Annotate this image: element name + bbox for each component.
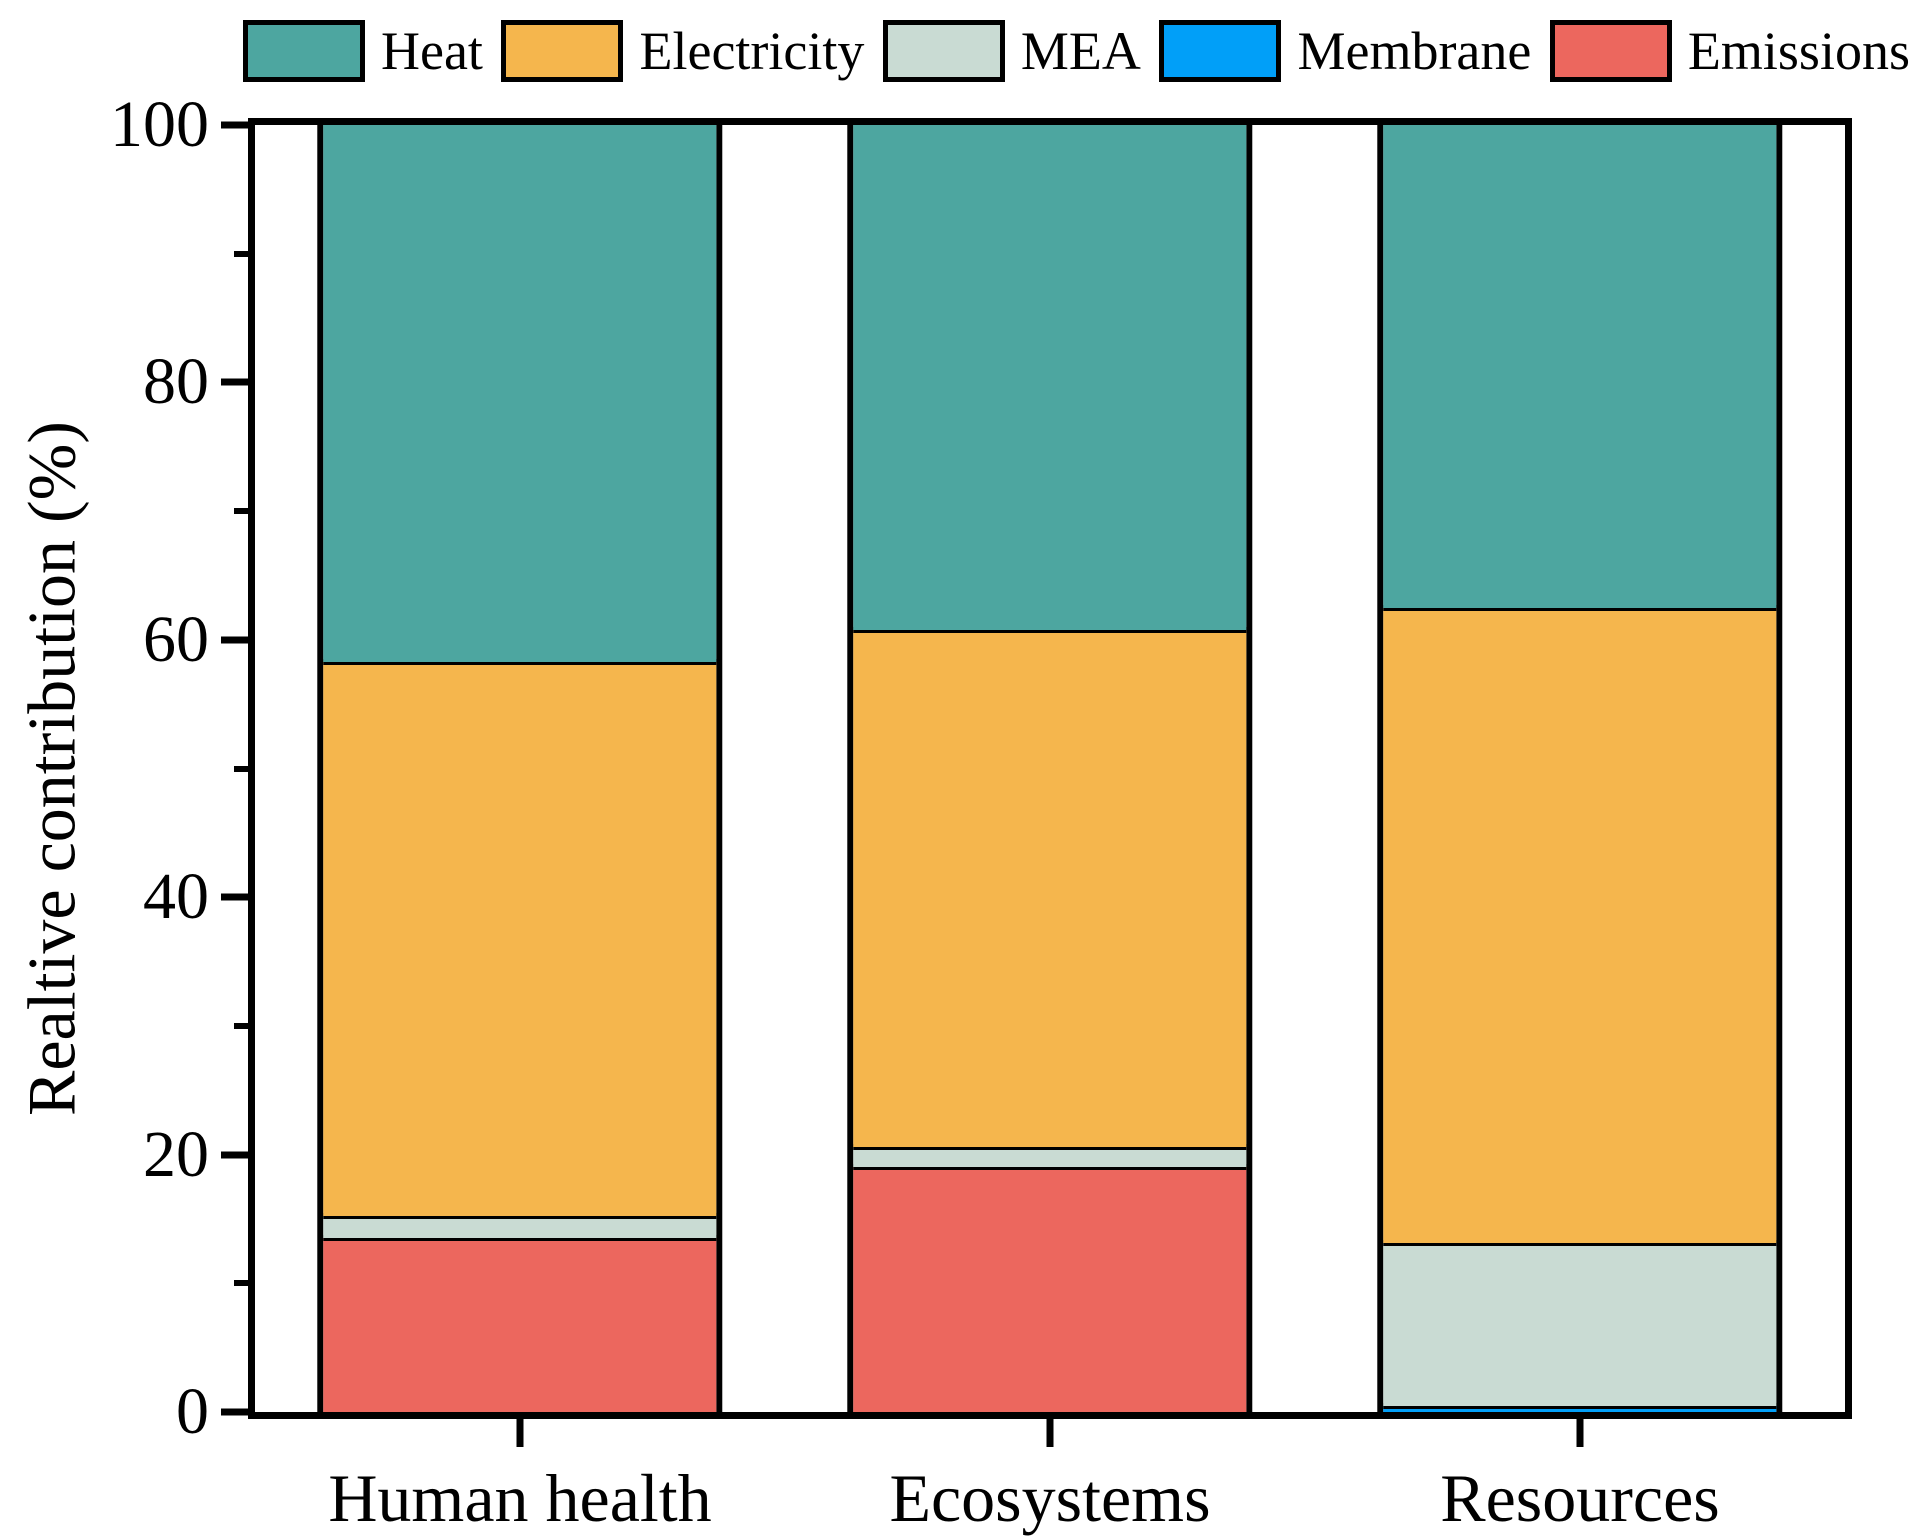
segment-divider [323,658,717,665]
y-tick-label: 100 [110,88,209,161]
legend-item-membrane: Membrane [1159,14,1531,88]
y-major-tick [221,893,248,901]
legend-item-mea: MEA [882,14,1141,88]
segment-divider [853,626,1247,633]
legend-swatch-membrane [1159,20,1282,82]
y-minor-tick [234,765,248,772]
segment-mea [323,1216,717,1239]
x-tick-label-human-health: Human health [328,1460,712,1536]
segment-electricity [323,661,717,1217]
segment-emissions [323,1238,717,1412]
legend-item-electricity: Electricity [501,14,864,88]
y-major-tick [221,1151,248,1159]
legend-label: Electricity [639,21,865,81]
legend-label: MEA [1020,21,1141,81]
segment-heat [1383,125,1777,608]
segment-divider [1383,1402,1777,1409]
y-tick-label: 80 [143,345,209,419]
legend-swatch-electricity [501,20,624,82]
segment-divider [323,1213,717,1220]
legend-swatch-emissions [1549,20,1672,82]
legend-label: Emissions [1687,21,1910,81]
legend-label: Heat [381,21,483,81]
x-tick [1046,1419,1054,1447]
y-tick-label: 40 [143,860,209,934]
x-tick [1576,1419,1584,1447]
legend-label: Membrane [1297,21,1532,81]
segment-electricity [853,629,1247,1147]
segment-heat [853,125,1247,630]
bar-human-health [317,125,723,1412]
segment-heat [323,125,717,662]
y-minor-tick [234,1022,248,1029]
segment-divider [853,1164,1247,1171]
bar-ecosystems [847,125,1253,1412]
legend-item-emissions: Emissions [1549,14,1910,88]
x-tick [516,1419,524,1447]
segment-electricity [1383,607,1777,1244]
y-major-tick [221,121,248,129]
x-tick-label-ecosystems: Ecosystems [889,1460,1211,1536]
segment-emissions [853,1167,1247,1412]
y-tick-label: 60 [143,602,209,676]
y-major-tick [221,378,248,386]
y-axis-title: Realtive contribution (%) [13,421,90,1116]
x-tick-label-resources: Resources [1440,1460,1720,1536]
segment-divider [1383,604,1777,611]
y-minor-tick [234,250,248,257]
y-minor-tick [234,1280,248,1287]
y-major-tick [221,1408,248,1416]
plot-area: Realtive contribution (%) 0 20 40 60 80 100 H… [14,92,1852,1532]
y-minor-tick [234,508,248,515]
segment-divider [1383,1240,1777,1247]
segment-mea [1383,1243,1777,1406]
legend: Heat Electricity MEA Membrane Emissions [243,14,1910,88]
y-tick-label: 20 [143,1117,209,1191]
legend-item-heat: Heat [243,14,483,88]
y-tick-label: 0 [176,1375,209,1448]
segment-mea [853,1146,1247,1168]
segment-divider [323,1235,717,1242]
legend-swatch-mea [882,20,1005,82]
segment-membrane [1383,1405,1777,1412]
legend-swatch-heat [243,20,365,82]
y-major-tick [221,636,248,644]
bar-resources [1377,125,1783,1412]
segment-divider [853,1143,1247,1150]
